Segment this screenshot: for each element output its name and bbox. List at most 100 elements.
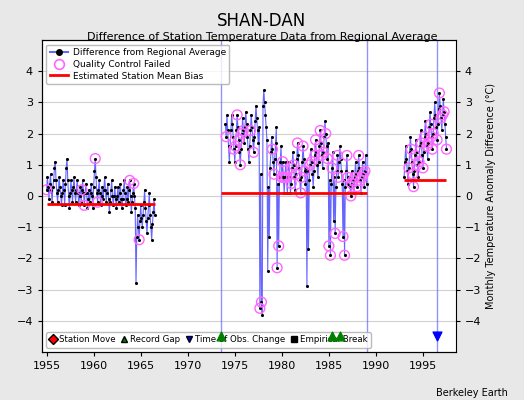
Point <box>315 143 324 149</box>
Point <box>235 137 243 143</box>
Point <box>101 174 109 180</box>
Point <box>428 134 436 140</box>
Point <box>347 193 355 199</box>
Point <box>344 174 352 180</box>
Point <box>339 233 347 240</box>
Point <box>225 158 234 165</box>
Point <box>354 152 363 159</box>
Point <box>107 177 116 184</box>
Point <box>356 177 364 184</box>
Y-axis label: Monthly Temperature Anomaly Difference (°C): Monthly Temperature Anomaly Difference (… <box>486 83 496 309</box>
Point <box>341 184 350 190</box>
Point <box>77 199 85 206</box>
Point <box>402 155 411 162</box>
Point <box>405 165 413 171</box>
Point <box>353 184 361 190</box>
Point <box>287 180 296 187</box>
Point <box>342 168 351 174</box>
Point <box>323 155 332 162</box>
Point <box>256 305 264 312</box>
Point <box>131 205 139 212</box>
Point <box>321 118 329 124</box>
Point <box>306 162 314 168</box>
Point <box>428 146 436 152</box>
Point <box>264 268 272 274</box>
Point <box>438 127 446 134</box>
Point <box>325 243 333 249</box>
Point <box>414 174 422 180</box>
Point <box>288 165 296 171</box>
Point <box>67 177 75 184</box>
Point <box>55 174 63 180</box>
Point <box>64 193 73 199</box>
Point <box>440 108 449 115</box>
Point <box>150 196 158 202</box>
Point <box>141 205 149 212</box>
Point <box>308 171 316 177</box>
Point <box>320 134 329 140</box>
Point <box>357 174 366 180</box>
Point <box>281 174 289 180</box>
Point <box>270 155 279 162</box>
Point <box>278 158 287 165</box>
Point <box>150 212 159 218</box>
Point <box>80 202 89 208</box>
Point <box>431 99 439 106</box>
Legend: Station Move, Record Gap, Time of Obs. Change, Empirical Break: Station Move, Record Gap, Time of Obs. C… <box>46 332 371 348</box>
Point <box>309 184 318 190</box>
Point <box>358 158 367 165</box>
Point <box>304 246 313 252</box>
Point <box>247 112 255 118</box>
Point <box>143 230 151 237</box>
Point <box>101 186 110 193</box>
Point <box>144 202 152 208</box>
Point <box>349 177 357 184</box>
Point <box>297 174 305 180</box>
Point <box>313 162 321 168</box>
Point <box>81 190 89 196</box>
Point <box>419 165 427 171</box>
Point <box>433 137 441 143</box>
Point <box>84 196 92 202</box>
Point <box>407 146 416 152</box>
Point <box>123 196 131 202</box>
Point <box>243 121 251 128</box>
Point <box>355 165 364 171</box>
Point <box>83 205 92 212</box>
Point <box>98 184 106 190</box>
Point <box>259 87 268 93</box>
Point <box>251 118 259 124</box>
Point <box>440 108 449 115</box>
Point <box>263 137 271 143</box>
Point <box>319 149 328 156</box>
Point <box>71 199 80 206</box>
Point <box>409 171 417 177</box>
Point <box>140 186 149 193</box>
Point <box>235 137 243 143</box>
Point <box>351 158 359 165</box>
Point <box>90 184 98 190</box>
Point <box>420 134 429 140</box>
Point <box>132 280 140 286</box>
Point <box>318 152 326 159</box>
Point <box>116 180 125 187</box>
Point <box>420 134 429 140</box>
Point <box>323 155 332 162</box>
Point <box>424 140 433 146</box>
Point <box>316 127 324 134</box>
Point <box>439 96 447 102</box>
Point <box>65 205 73 212</box>
Point <box>415 158 423 165</box>
Point <box>436 102 444 109</box>
Point <box>126 193 135 199</box>
Point <box>343 152 351 159</box>
Point <box>257 299 266 305</box>
Point <box>400 174 408 180</box>
Point <box>341 252 349 258</box>
Point <box>437 115 445 121</box>
Point <box>283 190 291 196</box>
Point <box>310 168 318 174</box>
Point <box>243 134 252 140</box>
Point <box>78 186 86 193</box>
Point <box>133 233 141 240</box>
